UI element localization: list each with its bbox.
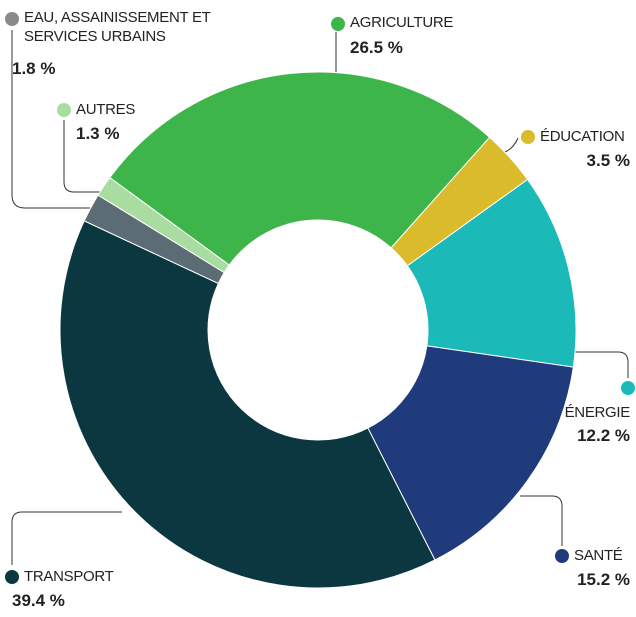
value-label: 15.2 % <box>577 570 630 589</box>
donut-slice <box>109 71 491 266</box>
value-label: 3.5 % <box>586 151 630 170</box>
leader-line <box>63 120 106 193</box>
donut-slice <box>59 220 436 589</box>
category-label: ÉDUCATION <box>540 128 625 145</box>
leader-line <box>574 351 629 378</box>
leader-line <box>520 495 563 546</box>
leader-line <box>11 511 122 565</box>
category-label: ÉNERGIE <box>564 404 631 421</box>
legend-dot <box>5 12 19 26</box>
value-label: 12.2 % <box>577 426 630 445</box>
donut-slice <box>367 345 574 561</box>
leader-line <box>11 30 90 209</box>
legend-dot <box>555 549 569 563</box>
category-label: EAU, ASSAINISSEMENT ET SERVICES URBAINS <box>24 9 211 45</box>
legend-dot <box>57 103 71 117</box>
category-label: AGRICULTURE <box>350 14 454 31</box>
value-label: 1.8 % <box>12 59 56 78</box>
value-label: 1.3 % <box>76 124 120 143</box>
legend-dot <box>621 381 635 395</box>
legend-dot <box>5 570 19 584</box>
category-label: TRANSPORT <box>24 568 114 585</box>
donut-slice <box>406 178 577 368</box>
value-label: 26.5 % <box>350 38 403 57</box>
category-label: AUTRES <box>76 101 136 118</box>
leader-lines <box>11 30 629 565</box>
category-label: SANTÉ <box>574 547 623 564</box>
legend-dot <box>331 17 345 31</box>
donut-slice <box>97 176 230 274</box>
value-label: 39.4 % <box>12 591 65 610</box>
legend-dot <box>521 130 535 144</box>
